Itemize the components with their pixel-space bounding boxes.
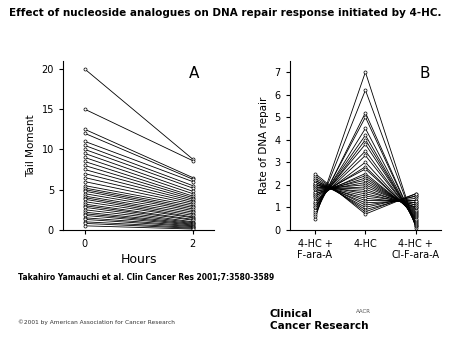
Y-axis label: Tail Moment: Tail Moment [26,114,36,177]
X-axis label: Hours: Hours [120,253,157,266]
Text: Clinical
Cancer Research: Clinical Cancer Research [270,309,369,331]
Text: Takahiro Yamauchi et al. Clin Cancer Res 2001;7:3580-3589: Takahiro Yamauchi et al. Clin Cancer Res… [18,272,274,281]
Text: Effect of nucleoside analogues on DNA repair response initiated by 4-HC.: Effect of nucleoside analogues on DNA re… [9,8,441,19]
Text: AACR: AACR [356,309,370,314]
Y-axis label: Rate of DNA repair: Rate of DNA repair [259,97,269,194]
Text: B: B [420,66,430,81]
Text: ©2001 by American Association for Cancer Research: ©2001 by American Association for Cancer… [18,319,175,325]
Text: A: A [189,66,199,81]
